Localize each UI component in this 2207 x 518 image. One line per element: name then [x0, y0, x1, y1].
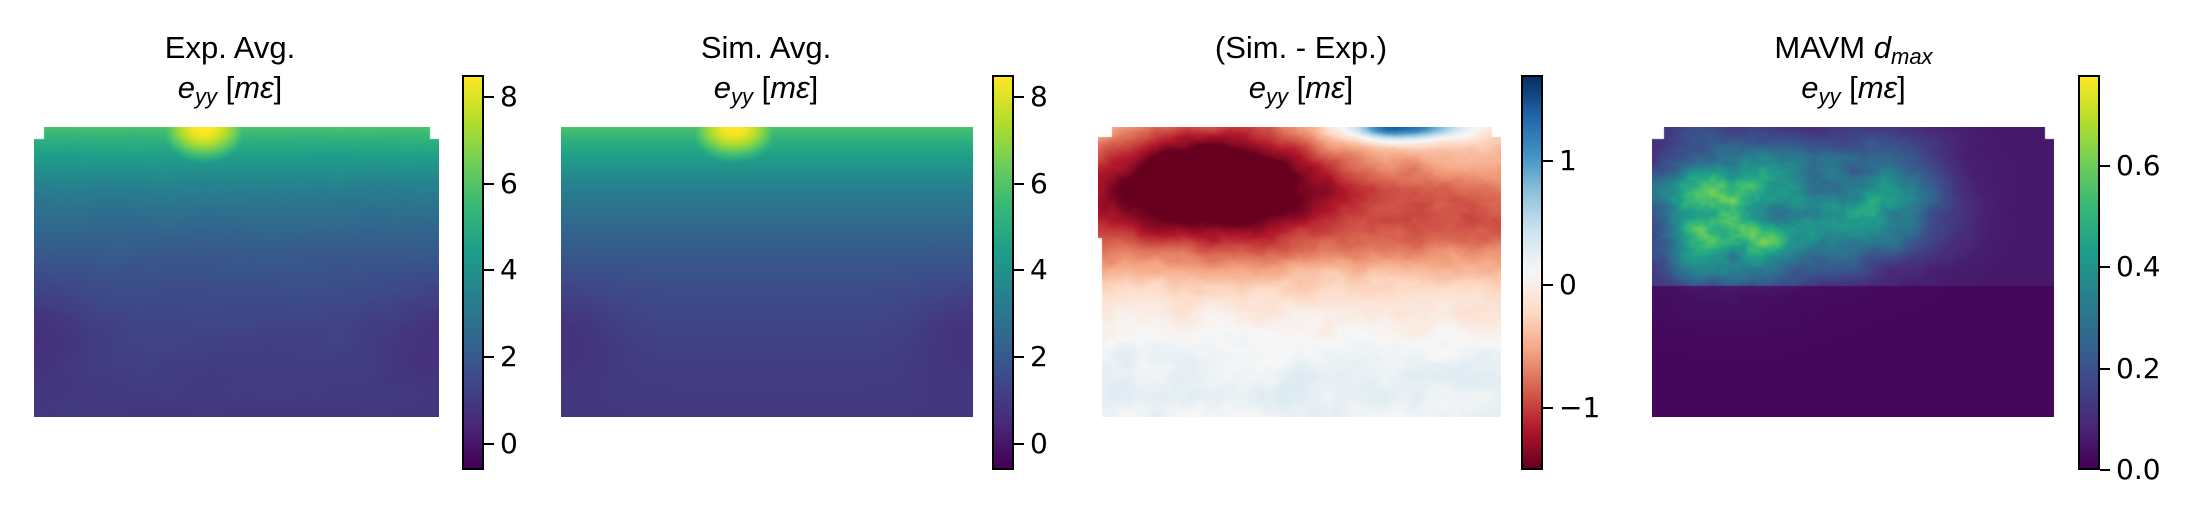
panel-3-title: (Sim. - Exp.) eyy [mε]	[1098, 28, 1504, 108]
colorbar-tick-label: 4	[1030, 253, 1048, 287]
panel-2-title-line2: eyy [mε]	[562, 68, 970, 108]
colorbar-tick-label: 0	[500, 426, 518, 460]
panel-1-title-line2-text: eyy [mε]	[177, 70, 283, 109]
panel-4-title-line2-text: eyy [mε]	[1801, 70, 1906, 109]
colorbar-tick-label: 6	[1030, 166, 1048, 200]
colorbar-tick	[484, 95, 494, 98]
panel-2-heatmap	[561, 127, 973, 417]
colorbar-tick	[484, 182, 494, 185]
colorbar-tick	[484, 356, 494, 359]
panel-1-heatmap	[34, 127, 439, 417]
panel-4-title-line2: eyy [mε]	[1652, 68, 2055, 108]
panel-2-title-line1: Sim. Avg.	[700, 30, 832, 65]
panel-4-colorbar	[2078, 75, 2100, 470]
colorbar-tick	[1014, 356, 1024, 359]
panel-3-heatmap	[1098, 127, 1501, 417]
colorbar-tick-label: 8	[1030, 79, 1048, 113]
colorbar-tick-label: 8	[500, 79, 518, 113]
panel-1-title-line2: eyy [mε]	[18, 68, 442, 108]
colorbar-tick-label: 6	[500, 166, 518, 200]
panel-2-colorbar	[992, 75, 1014, 470]
colorbar-tick	[2100, 165, 2110, 168]
colorbar-tick-label: 2	[500, 340, 518, 374]
colorbar-tick-label: 0.2	[2116, 351, 2161, 385]
colorbar-tick	[2100, 469, 2110, 471]
colorbar-tick-label: 4	[500, 253, 518, 287]
panel-3-colorbar	[1521, 75, 1543, 470]
colorbar-tick	[1543, 283, 1553, 286]
panel-4-title-line1-text: MAVM dmax	[1774, 30, 1933, 69]
colorbar-tick	[484, 442, 494, 445]
panel-3-title-line1: (Sim. - Exp.)	[1214, 30, 1388, 65]
colorbar-tick	[1014, 95, 1024, 98]
colorbar-tick	[1543, 160, 1553, 163]
panel-1-title: Exp. Avg. eyy [mε]	[18, 28, 442, 108]
colorbar-tick-label: −1	[1559, 391, 1601, 425]
colorbar-tick-label: 1	[1559, 144, 1577, 178]
colorbar-tick	[1014, 269, 1024, 272]
colorbar-tick	[484, 269, 494, 272]
colorbar-tick	[2100, 367, 2110, 370]
colorbar-tick-label: 0.4	[2116, 250, 2161, 284]
panel-4-title-line1: MAVM dmax	[1652, 28, 2055, 68]
panel-1-colorbar	[462, 75, 484, 470]
colorbar-tick-label: 0	[1030, 426, 1048, 460]
colorbar-tick	[2100, 266, 2110, 269]
colorbar-tick-label: 2	[1030, 340, 1048, 374]
panel-4-heatmap	[1652, 127, 2054, 417]
colorbar-tick-label: 0.0	[2116, 453, 2161, 486]
panel-2-title: Sim. Avg. eyy [mε]	[562, 28, 970, 108]
colorbar-tick	[1014, 442, 1024, 445]
panel-3-title-line2-text: eyy [mε]	[1248, 70, 1354, 109]
colorbar-tick	[1543, 407, 1553, 410]
panel-4-title: MAVM dmax eyy [mε]	[1652, 28, 2055, 108]
panel-2-title-line2-text: eyy [mε]	[713, 70, 819, 109]
panel-1-title-line1: Exp. Avg.	[164, 30, 296, 65]
panel-3-title-line2: eyy [mε]	[1098, 68, 1504, 108]
colorbar-tick-label: 0	[1559, 267, 1577, 301]
colorbar-tick	[1014, 182, 1024, 185]
colorbar-tick-label: 0.6	[2116, 149, 2161, 183]
